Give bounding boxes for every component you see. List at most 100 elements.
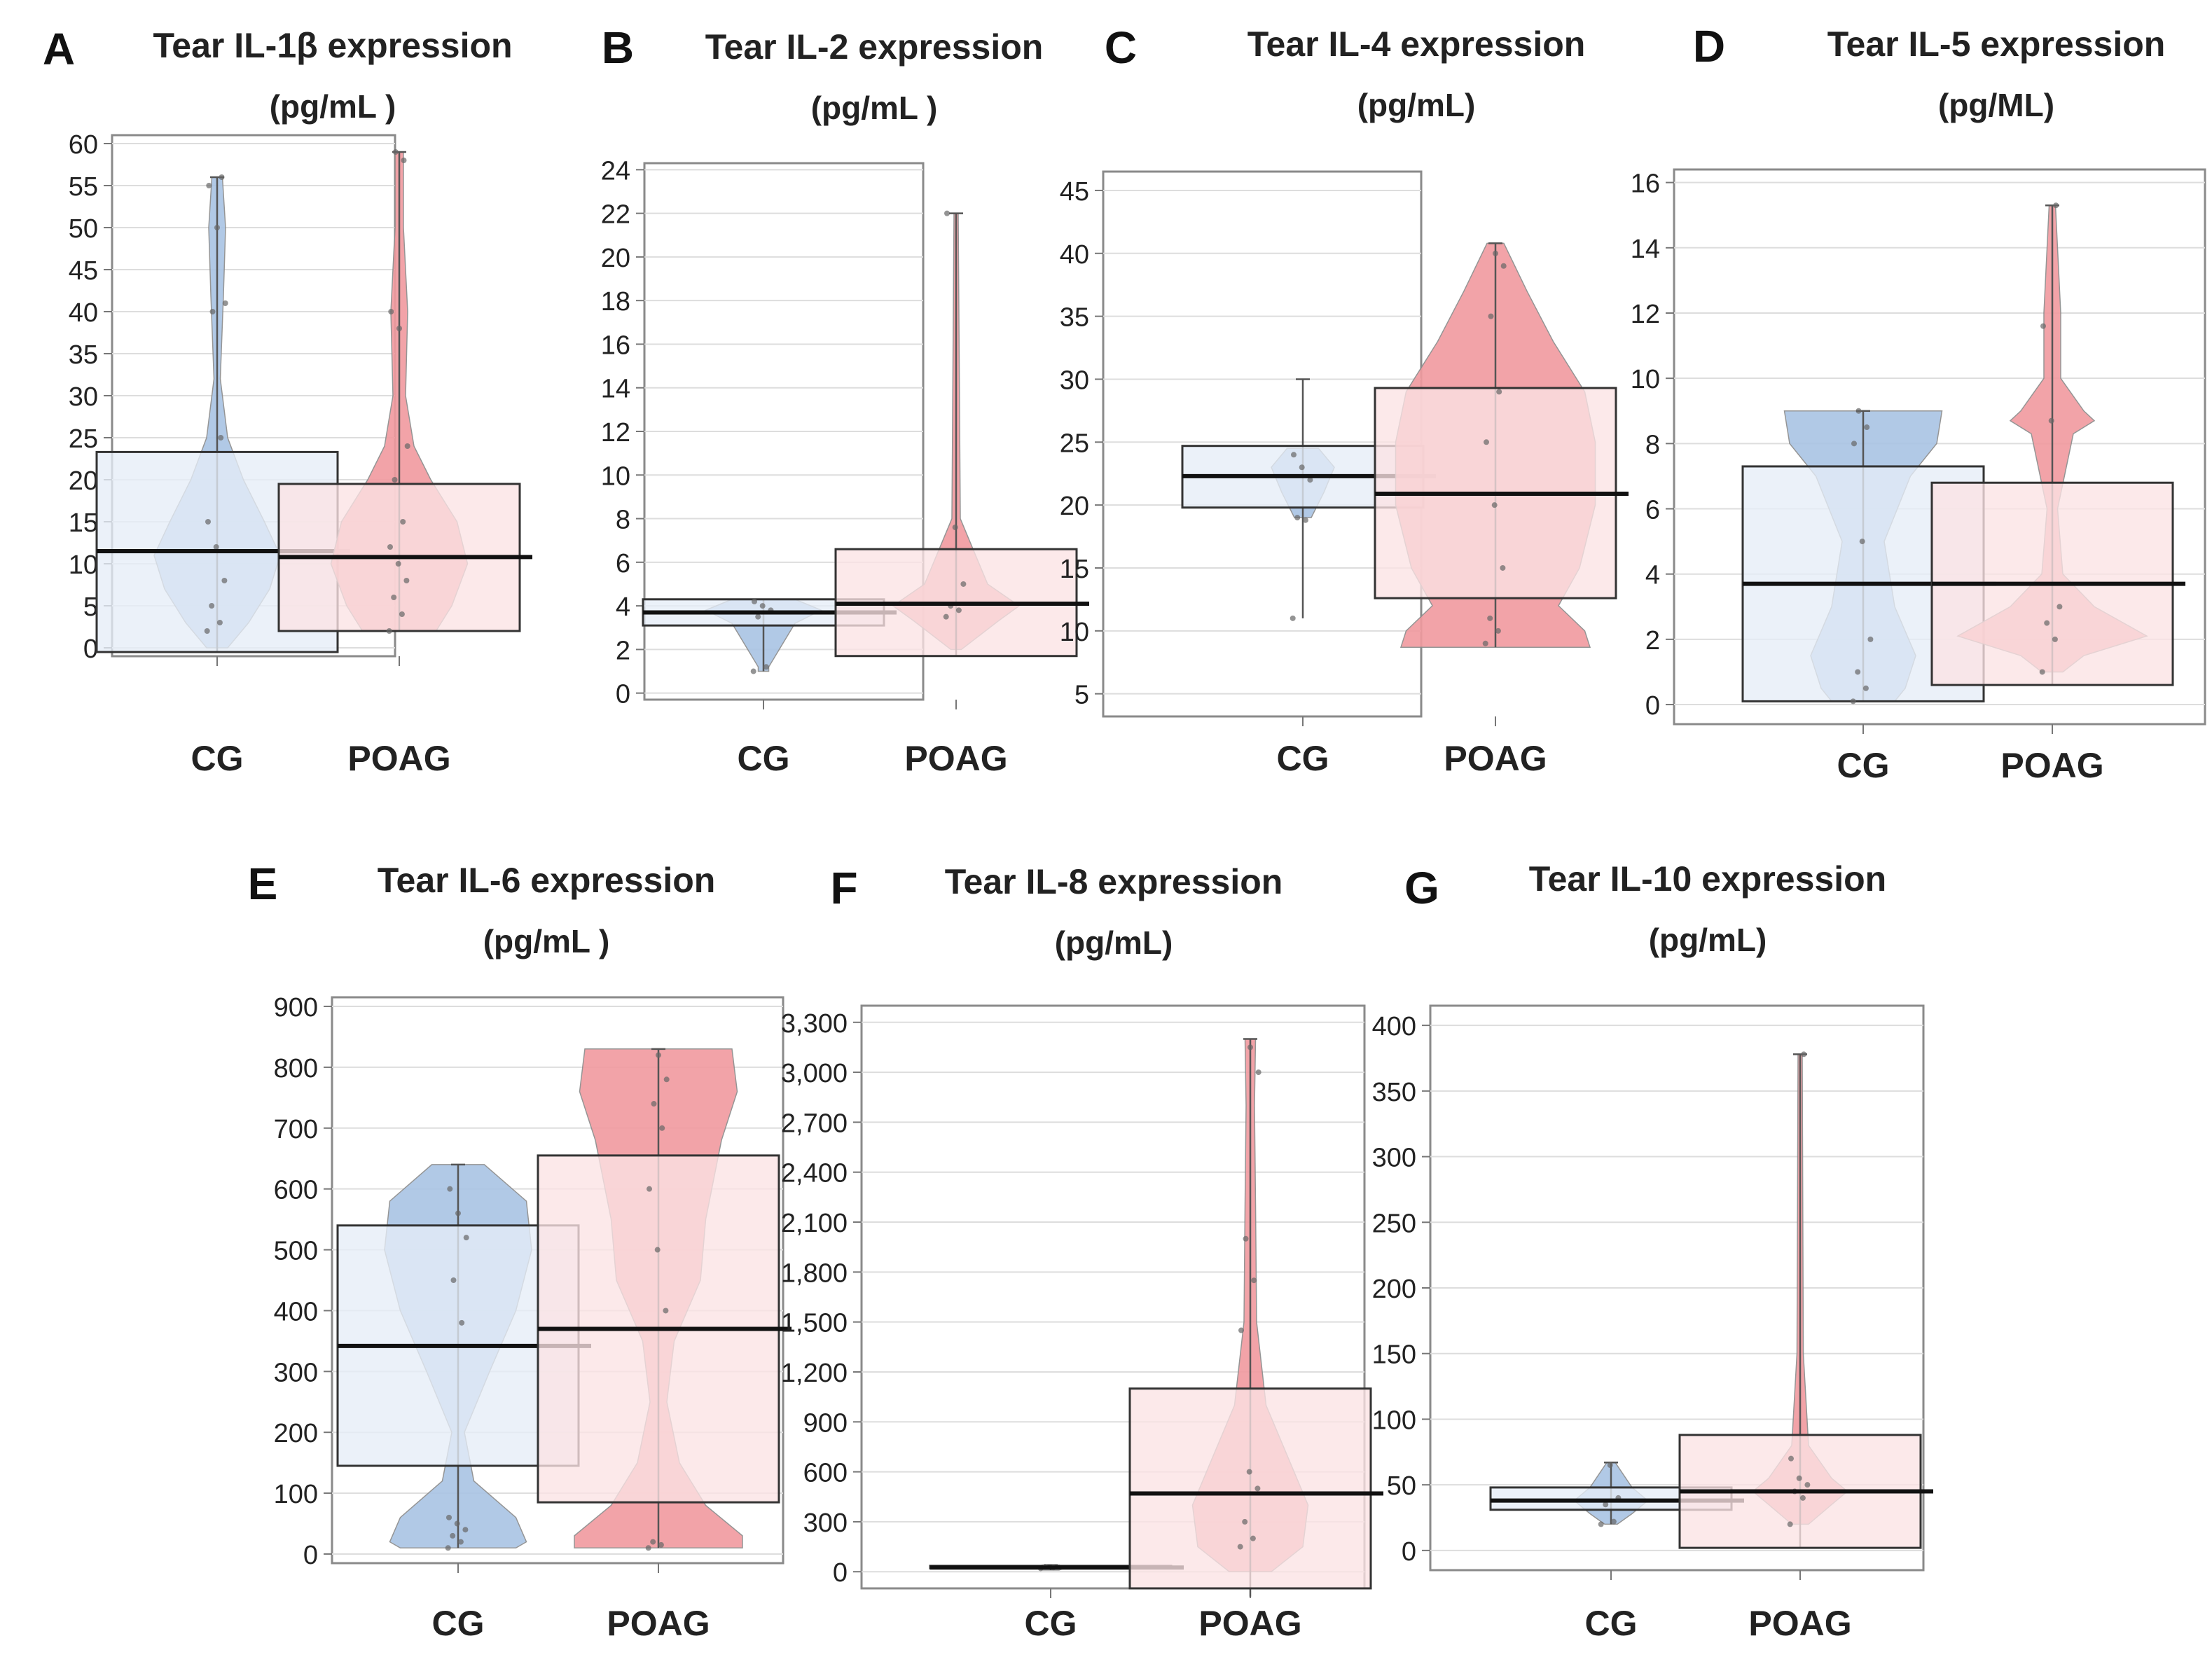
chart-subtitle: (pg/mL ) <box>483 923 610 959</box>
category-label: POAG <box>347 739 450 778</box>
category-label: POAG <box>607 1604 710 1643</box>
y-tick-label: 2,700 <box>781 1109 848 1138</box>
data-point <box>204 628 210 634</box>
y-tick-label: 400 <box>1372 1012 1416 1041</box>
category-label: POAG <box>1444 739 1547 778</box>
y-tick-label: 600 <box>274 1176 318 1205</box>
category-label: POAG <box>2000 746 2103 785</box>
y-tick-label: 16 <box>1631 169 1660 199</box>
data-point <box>1290 615 1296 621</box>
y-tick-label: 20 <box>601 244 630 273</box>
data-point <box>2048 417 2054 424</box>
data-point <box>463 1235 469 1241</box>
chart-title: Tear IL-4 expression <box>1247 25 1586 64</box>
data-point <box>651 1101 657 1107</box>
data-point <box>1251 1277 1257 1284</box>
data-point <box>222 300 228 306</box>
data-point <box>1238 1327 1244 1333</box>
y-tick-label: 10 <box>1631 365 1660 394</box>
data-point <box>1603 1502 1609 1508</box>
y-tick-label: 45 <box>69 256 98 286</box>
data-point <box>943 613 949 620</box>
data-point <box>1493 250 1498 256</box>
data-point <box>650 1539 656 1545</box>
data-point <box>450 1277 457 1283</box>
data-point <box>1610 1518 1617 1525</box>
y-tick-label: 0 <box>83 635 98 664</box>
data-point <box>1491 502 1498 508</box>
data-point <box>2044 620 2050 626</box>
data-point <box>1799 1495 1806 1501</box>
data-point <box>944 210 950 216</box>
panel-b: B Tear IL-2 expression(pg/mL )02468101214… <box>601 22 1089 778</box>
data-point <box>2039 669 2045 675</box>
series-poag: POAG <box>834 210 1089 778</box>
data-point <box>1788 1455 1794 1462</box>
chart-subtitle: (pg/mL) <box>1649 922 1767 958</box>
data-point <box>391 595 397 600</box>
y-tick-label: 3,000 <box>781 1059 848 1088</box>
data-point <box>663 1308 669 1314</box>
data-point <box>654 1247 661 1253</box>
data-point <box>403 578 410 583</box>
y-tick-label: 15 <box>69 508 98 538</box>
data-point <box>396 326 402 331</box>
category-label: CG <box>1585 1604 1638 1643</box>
y-tick-label: 10 <box>1060 618 1089 647</box>
y-tick-label: 300 <box>803 1509 848 1538</box>
panel-a: A Tear IL-1β expression (pg/mL ) 0 5 10 15 20 25… <box>43 24 532 778</box>
y-tick-label: 25 <box>69 424 98 454</box>
y-tick-label: 20 <box>69 466 98 496</box>
y-tick-label: 40 <box>69 298 98 328</box>
y-tick-label: 100 <box>274 1480 318 1509</box>
data-point <box>1500 263 1507 269</box>
y-tick-label: 0 <box>833 1558 848 1588</box>
category-label: POAG <box>1748 1604 1851 1643</box>
y-tick-label: 150 <box>1372 1340 1416 1370</box>
data-point <box>1488 313 1494 319</box>
data-point <box>1867 636 1874 642</box>
y-tick-label: 25 <box>1060 429 1089 458</box>
y-tick-label: 12 <box>1631 300 1660 329</box>
chart-title: Tear IL-1β expression <box>153 26 512 65</box>
chart-title: Tear IL-10 expression <box>1529 859 1886 899</box>
category-label: CG <box>1025 1604 1077 1643</box>
y-tick-label: 700 <box>274 1115 318 1144</box>
panel-c: C Tear IL-4 expression (pg/mL) 5 10 15 20 25 30 3… <box>1060 22 1629 778</box>
data-point <box>395 561 401 567</box>
data-point <box>454 1520 460 1527</box>
y-tick-label: 50 <box>1387 1471 1416 1501</box>
y-tick-label: 5 <box>83 592 98 622</box>
data-point <box>216 620 223 625</box>
data-point <box>462 1527 469 1533</box>
series-poag: POAG <box>277 149 532 778</box>
data-point <box>1864 424 1870 431</box>
data-point <box>663 1076 670 1083</box>
data-point <box>2040 323 2046 329</box>
data-point <box>1237 1544 1243 1550</box>
data-point <box>1307 477 1313 483</box>
category-label: CG <box>191 739 244 778</box>
data-point <box>459 1319 465 1326</box>
data-point <box>1243 1235 1249 1242</box>
data-point <box>1242 1518 1248 1525</box>
data-point <box>1801 1051 1807 1058</box>
y-tick-label: 35 <box>69 340 98 370</box>
data-point <box>659 1125 665 1131</box>
y-tick-label: 600 <box>803 1459 848 1488</box>
y-tick-label: 10 <box>69 550 98 580</box>
y-tick-label: 60 <box>69 130 98 160</box>
chart-title: Tear IL-8 expression <box>945 862 1283 901</box>
panel-g: G Tear IL-10 expression (pg/mL) 0 50 100 150 20… <box>1372 859 1933 1643</box>
y-tick-label: 12 <box>601 418 630 448</box>
y-tick-label: 8 <box>616 506 630 535</box>
data-point <box>399 611 405 617</box>
y-tick-label: 4 <box>1645 561 1660 590</box>
y-tick-label: 16 <box>601 331 630 360</box>
panel-letter: G <box>1404 863 1439 913</box>
y-tick-label: 2,100 <box>781 1209 848 1238</box>
data-point <box>206 183 212 188</box>
category-label: POAG <box>904 739 1007 778</box>
y-tick-label: 20 <box>1060 492 1089 521</box>
data-point <box>2052 636 2058 642</box>
